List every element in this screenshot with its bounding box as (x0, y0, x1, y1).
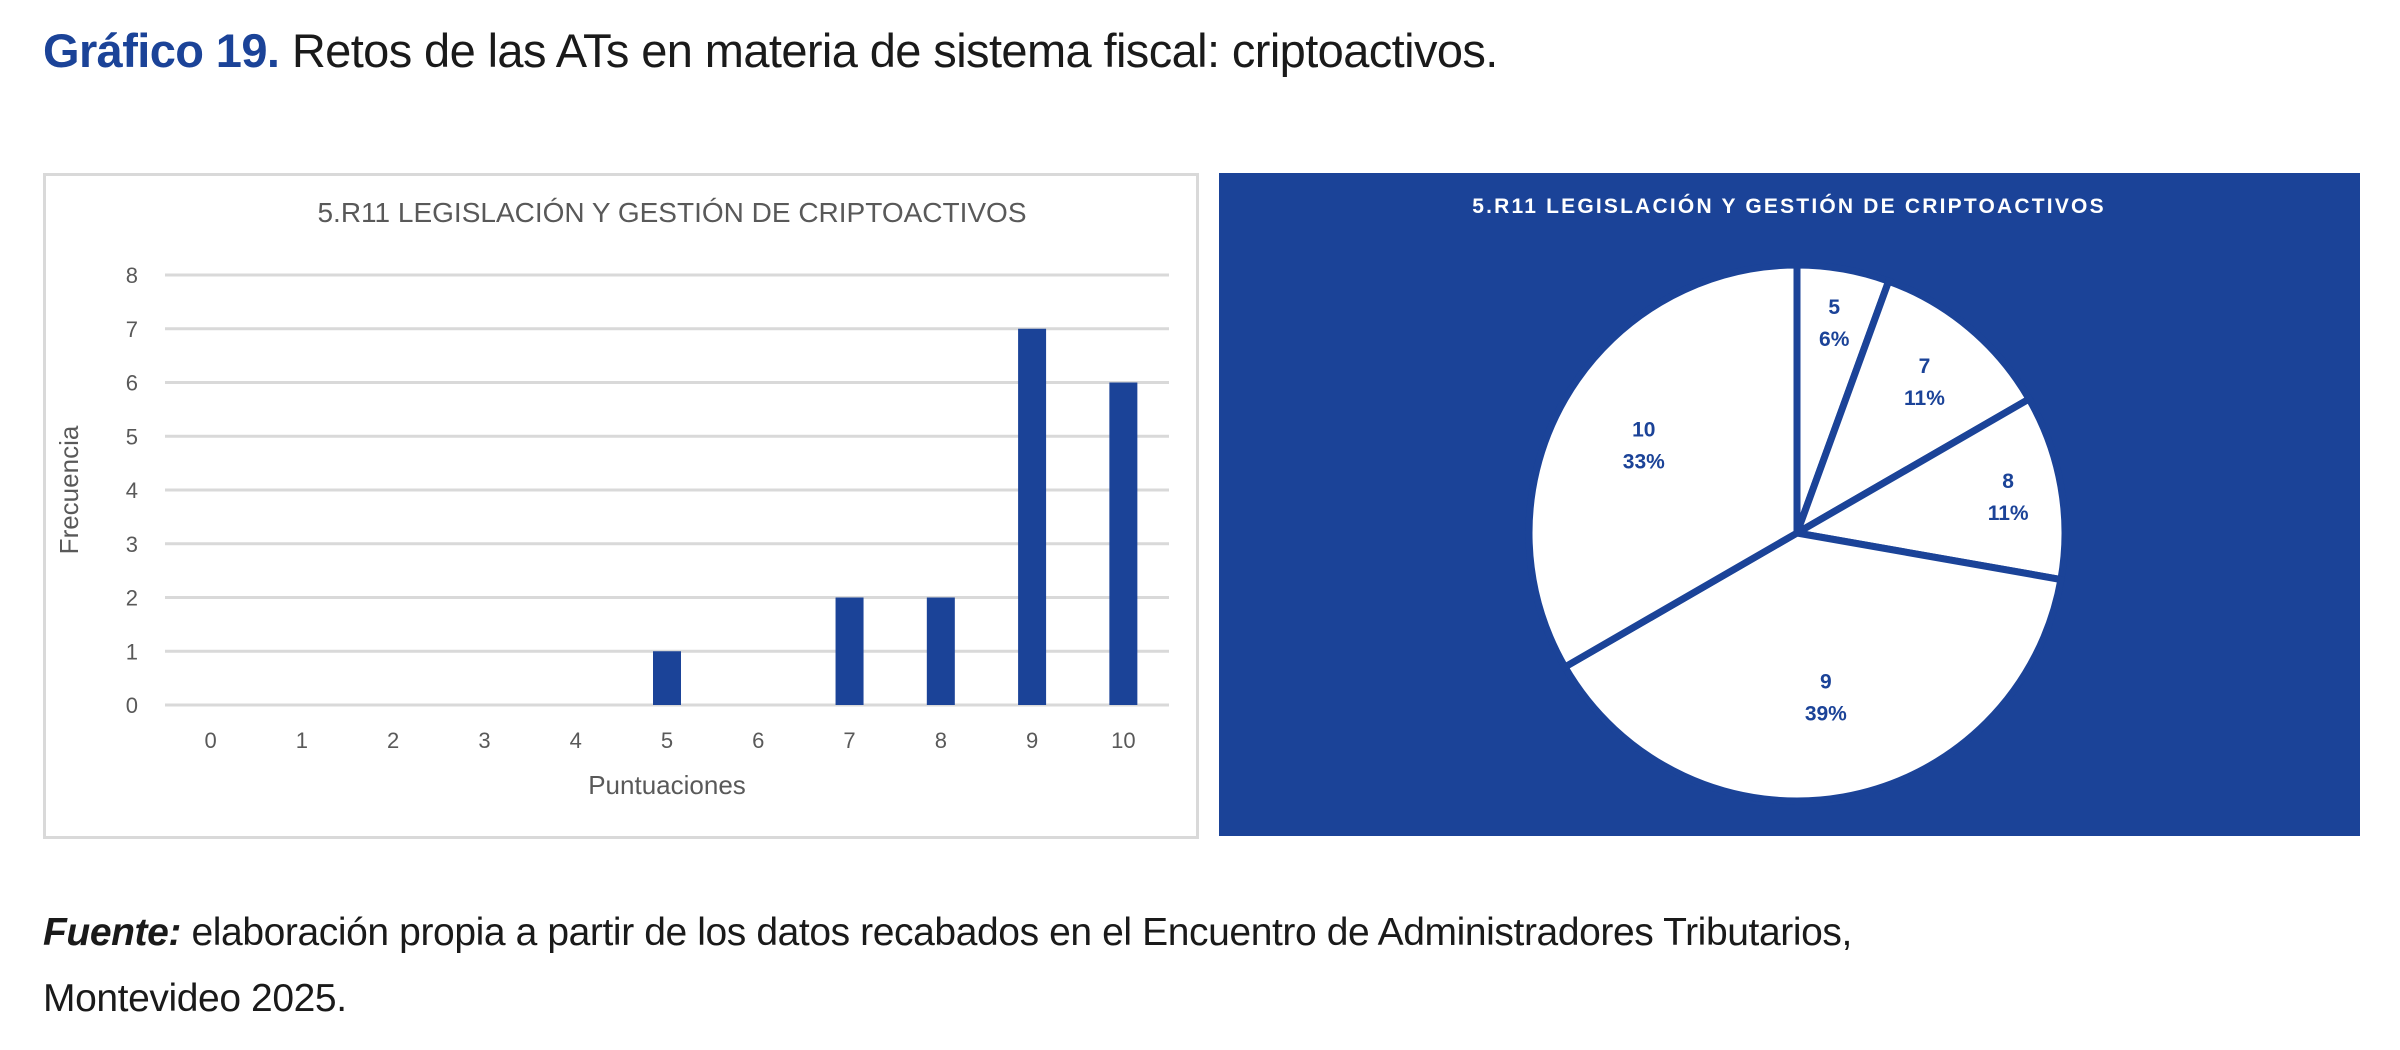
x-tick-label: 0 (205, 728, 217, 753)
bar-5 (653, 651, 681, 705)
x-tick-label: 4 (570, 728, 582, 753)
pie-label-percent: 33% (1623, 451, 1665, 474)
bar-chart: 5.R11 LEGISLACIÓN Y GESTIÓN DE CRIPTOACT… (54, 197, 1169, 800)
pie-label-category: 7 (1919, 355, 1931, 378)
source-line-1: Fuente: elaboración propia a partir de l… (43, 900, 2343, 966)
pie-label-category: 10 (1632, 419, 1655, 442)
pie-slice-9 (1560, 529, 2065, 805)
bar-8 (926, 597, 955, 705)
pie-chart-panel: 5.R11 LEGISLACIÓN Y GESTIÓN DE CRIPTOACT… (1219, 173, 2360, 836)
pie-chart-title: 5.R11 LEGISLACIÓN Y GESTIÓN DE CRIPTOACT… (1472, 194, 2106, 218)
figure-label: Gráfico 19. (43, 24, 280, 77)
x-tick-label: 9 (1026, 728, 1038, 753)
pie-chart: 5.R11 LEGISLACIÓN Y GESTIÓN DE CRIPTOACT… (1472, 194, 2106, 805)
x-tick-label: 8 (935, 728, 947, 753)
bar-y-tick-labels: 0 1 2 3 4 5 6 7 8 (126, 263, 138, 718)
bar-chart-title: 5.R11 LEGISLACIÓN Y GESTIÓN DE CRIPTOACT… (317, 197, 1026, 228)
figure-title: Gráfico 19. Retos de las ATs en materia … (43, 18, 1498, 84)
y-tick-label: 3 (126, 532, 138, 557)
x-tick-label: 2 (387, 728, 399, 753)
source-text-line-2: Montevideo 2025. (43, 977, 347, 1020)
y-tick-label: 7 (126, 317, 138, 342)
x-tick-label: 10 (1111, 728, 1135, 753)
x-tick-label: 3 (478, 728, 490, 753)
pie-slice-10 (1525, 261, 1801, 672)
bar-y-axis-label: Frecuencia (54, 425, 84, 554)
pie-label-category: 9 (1820, 671, 1832, 694)
pie-slices (1525, 261, 2069, 805)
x-tick-label: 6 (752, 728, 764, 753)
bar-9 (1018, 328, 1047, 705)
x-tick-label: 1 (296, 728, 308, 753)
x-tick-label: 5 (661, 728, 673, 753)
x-tick-label: 7 (843, 728, 855, 753)
pie-label-percent: 39% (1805, 703, 1847, 726)
y-tick-label: 2 (126, 586, 138, 611)
y-tick-label: 4 (126, 478, 138, 503)
pie-slice-7 (1790, 276, 2034, 541)
bar-series (653, 328, 1138, 705)
pie-label-category: 5 (1828, 296, 1840, 319)
bar-gridlines (165, 273, 1169, 707)
y-tick-label: 8 (126, 263, 138, 288)
pie-label-percent: 11% (1904, 387, 1945, 410)
pie-data-labels: 5 6% 7 11% 8 11% 9 39% 10 33% (1623, 296, 2029, 726)
y-tick-label: 1 (126, 639, 138, 664)
pie-label-category: 8 (2002, 470, 2014, 493)
source-note: Fuente: elaboración propia a partir de l… (43, 900, 2343, 1032)
y-tick-label: 0 (126, 693, 138, 718)
y-tick-label: 5 (126, 424, 138, 449)
bar-x-axis-label: Puntuaciones (588, 770, 746, 800)
bar-10 (1109, 382, 1138, 705)
pie-label-percent: 11% (1988, 502, 2029, 525)
bar-chart-panel: 5.R11 LEGISLACIÓN Y GESTIÓN DE CRIPTOACT… (43, 173, 1199, 839)
figure-caption: Retos de las ATs en materia de sistema f… (291, 24, 1499, 77)
bar-x-tick-labels: 0 1 2 3 4 5 6 7 8 9 10 (205, 728, 1136, 753)
pie-slice-8 (1786, 394, 2069, 584)
y-tick-label: 6 (126, 371, 138, 396)
source-label: Fuente: (43, 911, 182, 954)
bar-7 (835, 597, 864, 705)
pie-label-percent: 6% (1819, 328, 1850, 351)
source-text-line-1: elaboración propia a partir de los datos… (191, 911, 1852, 954)
